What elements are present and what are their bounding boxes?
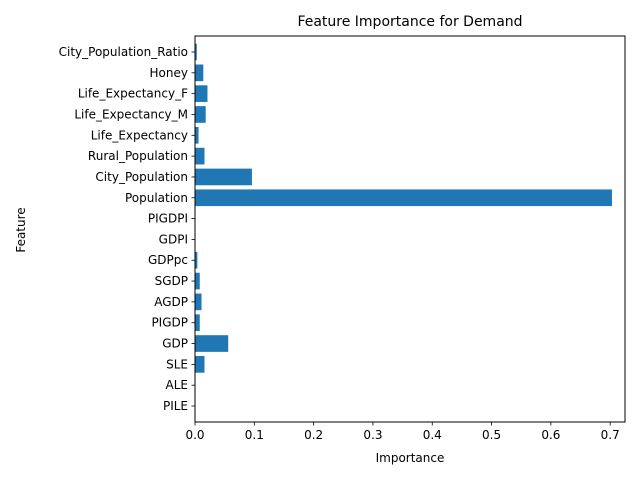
bar-sle	[195, 356, 205, 373]
x-tick-label: 0.3	[363, 428, 382, 442]
bar-life-expectancy-m	[195, 106, 206, 123]
y-tick-label: PIGDPI	[148, 212, 188, 226]
bar-sgdp	[195, 272, 200, 290]
y-tick-label: AGDP	[154, 295, 188, 309]
x-tick-label: 0.4	[423, 428, 442, 442]
bar-gdp	[195, 335, 229, 352]
bar-pigdp	[195, 314, 200, 332]
y-tick-label: Life_Expectancy_M	[74, 107, 188, 121]
bar-rural-population	[195, 147, 205, 165]
bars-group	[195, 43, 612, 373]
y-tick-label: SLE	[166, 357, 188, 371]
y-tick-label: ALE	[166, 378, 188, 392]
y-tick-label: PIGDP	[151, 316, 188, 330]
x-tick-label: 0.7	[601, 428, 620, 442]
bar-city-population	[195, 168, 252, 186]
y-tick-label: GDPpc	[148, 253, 188, 267]
y-axis-ticks: PILE ALE SLE GDP PIGDP AGDP SGDP GDPpc GDPI PIGDP…	[59, 45, 195, 413]
y-tick-label: Life_Expectancy_F	[78, 87, 188, 101]
bar-life-expectancy	[195, 126, 199, 144]
bar-population	[195, 189, 612, 207]
y-tick-label: GDPI	[159, 232, 188, 246]
bar-honey	[195, 64, 204, 82]
x-tick-label: 0.0	[185, 428, 204, 442]
x-tick-label: 0.5	[482, 428, 501, 442]
y-tick-label: PILE	[163, 399, 188, 413]
y-tick-label: Life_Expectancy	[91, 128, 188, 142]
y-tick-label: SGDP	[155, 274, 188, 288]
bar-gdppc	[195, 251, 198, 269]
y-tick-label: GDP	[162, 337, 188, 351]
x-axis-ticks: 0.0 0.1 0.2 0.3 0.4 0.5 0.6 0.7	[185, 422, 620, 442]
y-tick-label: Population	[125, 191, 188, 205]
y-tick-label: City_Population_Ratio	[59, 45, 188, 59]
y-tick-label: Honey	[150, 66, 188, 80]
plot-frame	[194, 35, 626, 423]
bar-agdp	[195, 293, 202, 311]
y-tick-label: City_Population	[95, 170, 188, 184]
chart-title: Feature Importance for Demand	[297, 14, 522, 30]
x-tick-label: 0.6	[541, 428, 560, 442]
x-tick-label: 0.1	[245, 428, 264, 442]
y-tick-label: Rural_Population	[88, 149, 188, 163]
x-tick-label: 0.2	[304, 428, 323, 442]
bar-life-expectancy-f	[195, 85, 208, 102]
y-axis-label: Feature	[14, 207, 28, 252]
bar-city-population-ratio	[195, 43, 197, 61]
x-axis-label: Importance	[376, 451, 445, 465]
